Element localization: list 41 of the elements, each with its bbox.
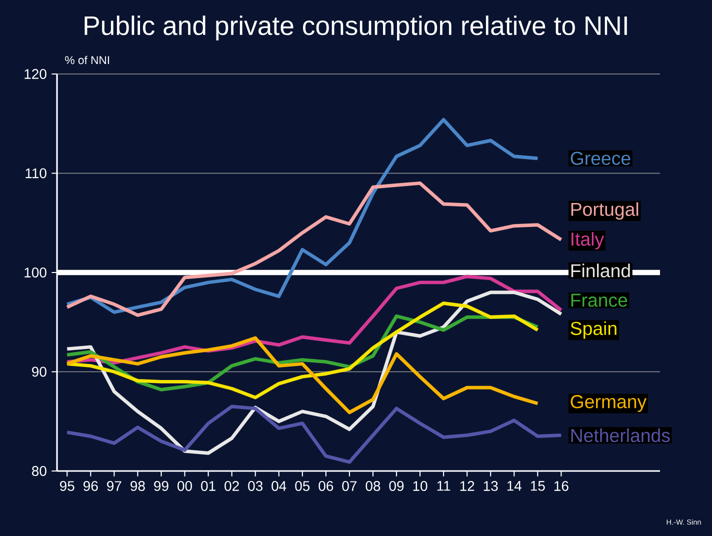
x-tick-label: 97 [107,481,122,491]
x-tick-label: 03 [248,481,263,491]
y-tick-label: 100 [24,268,46,278]
y-tick-label: 90 [32,366,46,377]
x-tick-label: 95 [60,481,74,491]
chart-title: Public and private consumption relative to NNI [84,16,627,40]
x-tick-label: 07 [342,481,357,491]
x-tick-label: 09 [389,481,404,491]
y-tick-label: 120 [24,69,46,79]
x-tick-label: 08 [366,481,380,491]
line-series [65,336,540,414]
x-tick-label: 14 [507,481,522,491]
x-tick-label: 01 [201,481,216,491]
x-tick-label: 04 [272,481,286,491]
x-tick-label: 11 [437,481,450,491]
series-label: Greece [570,152,630,165]
line-series [65,118,540,314]
x-tick-label: 96 [84,481,98,491]
x-tick-label: 10 [413,481,428,491]
x-tick-label: 16 [554,481,568,491]
series-label: Germany [570,395,647,412]
text: Italy [572,232,604,250]
x-tick-label: 99 [154,481,168,491]
x-tick-label: 06 [318,481,334,491]
x-tick-label: 00 [178,481,192,491]
line-series [65,302,540,400]
x-tick-label: 15 [530,481,545,491]
x-tick-label: 12 [460,481,474,491]
series-label: Spain [570,321,616,339]
series-label: Netherlands [571,428,670,442]
y-tick-label: 110 [26,168,46,178]
y-axis-title: % of NNI [65,56,110,64]
x-tick-label: 05 [295,481,310,491]
line-series [65,181,563,317]
y-tick-label: 80 [32,466,46,476]
x-tick-label: 02 [224,481,239,491]
x-tick-label: 13 [484,481,498,491]
series-label: Portugal [571,202,638,220]
series-label: Finland [571,264,630,278]
text: France [571,294,628,307]
x-tick-label: 98 [130,481,145,491]
